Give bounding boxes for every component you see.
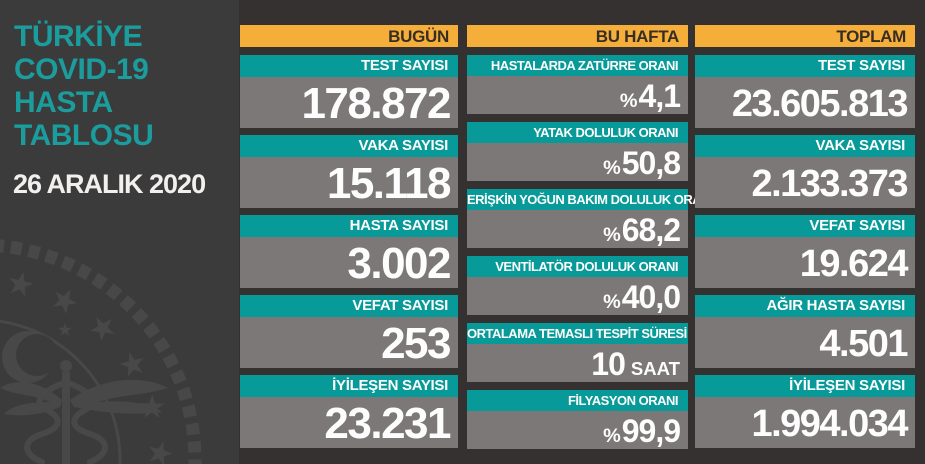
stat-label: VEFAT SAYISI bbox=[695, 215, 915, 237]
stat-value: 23.605.813 bbox=[695, 77, 915, 128]
title-line: HASTA bbox=[14, 86, 113, 119]
stat-label: TEST SAYISI bbox=[695, 55, 915, 77]
stat-block: İYİLEŞEN SAYISI 23.231 bbox=[240, 375, 458, 448]
value-number: 3.002 bbox=[347, 239, 451, 288]
stat-label: TEST SAYISI bbox=[240, 55, 458, 77]
stat-block: VAKA SAYISI 2.133.373 bbox=[695, 135, 915, 208]
column-this-week: BU HAFTA HASTALARDA ZATÜRRE ORANI %4,1 Y… bbox=[467, 25, 714, 457]
stat-block: YATAK DOLULUK ORANI %50,8 bbox=[467, 122, 688, 181]
value-number: 2.133.373 bbox=[751, 163, 908, 205]
stat-value: %68,2 bbox=[467, 210, 688, 248]
stat-label: VAKA SAYISI bbox=[695, 135, 915, 157]
value-number: 4.501 bbox=[819, 323, 908, 365]
stat-label: VAKA SAYISI bbox=[240, 135, 458, 157]
column-header-today: BUGÜN bbox=[240, 25, 458, 47]
stat-value: 23.231 bbox=[240, 397, 458, 448]
value-number: 4,1 bbox=[638, 78, 681, 114]
page-title: TÜRKİYE COVID-19 HASTA TABLOSU bbox=[14, 20, 154, 152]
title-line: TABLOSU bbox=[14, 119, 154, 152]
title-line: TÜRKİYE bbox=[14, 20, 143, 53]
value-number: 15.118 bbox=[326, 159, 452, 208]
stat-block: HASTA SAYISI 3.002 bbox=[240, 215, 458, 288]
stat-label: ERİŞKİN YOĞUN BAKIM DOLULUK ORANI bbox=[467, 189, 714, 210]
stat-label: İYİLEŞEN SAYISI bbox=[695, 375, 915, 397]
column-header-total: TOPLAM bbox=[695, 25, 915, 47]
stat-block: VAKA SAYISI 15.118 bbox=[240, 135, 458, 208]
stat-block: TEST SAYISI 23.605.813 bbox=[695, 55, 915, 128]
stat-block: TEST SAYISI 178.872 bbox=[240, 55, 458, 128]
value-number: 178.872 bbox=[301, 79, 451, 128]
value-number: 23.231 bbox=[324, 399, 451, 448]
stat-value: %50,8 bbox=[467, 143, 688, 181]
stat-block: VEFAT SAYISI 19.624 bbox=[695, 215, 915, 288]
stat-label: VENTİLATÖR DOLULUK ORANI bbox=[467, 256, 688, 277]
stat-value: 4.501 bbox=[695, 317, 915, 368]
column-today: BUGÜN TEST SAYISI 178.872 VAKA SAYISI 15… bbox=[240, 25, 458, 455]
column-header-this-week: BU HAFTA bbox=[467, 25, 688, 47]
stat-label: İYİLEŞEN SAYISI bbox=[240, 375, 458, 397]
value-number: 99,9 bbox=[621, 413, 681, 449]
stat-block: VENTİLATÖR DOLULUK ORANI %40,0 bbox=[467, 256, 688, 315]
stat-block: VEFAT SAYISI 253 bbox=[240, 295, 458, 368]
value-number: 23.605.813 bbox=[731, 83, 909, 125]
stat-value: %40,0 bbox=[467, 277, 688, 315]
stat-value: 3.002 bbox=[240, 237, 458, 288]
value-prefix: % bbox=[603, 425, 621, 447]
column-total: TOPLAM TEST SAYISI 23.605.813 VAKA SAYIS… bbox=[695, 25, 915, 455]
stat-block: İYİLEŞEN SAYISI 1.994.034 bbox=[695, 375, 915, 448]
stat-value: 10 SAAT bbox=[467, 344, 688, 382]
stat-value: 253 bbox=[240, 317, 458, 368]
stat-value: %99,9 bbox=[467, 411, 688, 449]
stat-label: VEFAT SAYISI bbox=[240, 295, 458, 317]
value-number: 1.994.034 bbox=[751, 403, 908, 445]
ministry-of-health-emblem-icon bbox=[0, 239, 202, 464]
value-number: 10 bbox=[591, 346, 626, 382]
stat-label: YATAK DOLULUK ORANI bbox=[467, 122, 688, 143]
stat-label: HASTALARDA ZATÜRRE ORANI bbox=[467, 55, 688, 76]
value-number: 253 bbox=[381, 319, 451, 368]
stat-value: 1.994.034 bbox=[695, 397, 915, 448]
stat-label: AĞIR HASTA SAYISI bbox=[695, 295, 915, 317]
stat-label: HASTA SAYISI bbox=[240, 215, 458, 237]
title-line: COVID-19 bbox=[14, 53, 149, 86]
value-prefix: % bbox=[619, 90, 638, 112]
report-date: 26 ARALIK 2020 bbox=[13, 169, 206, 199]
stat-value: 2.133.373 bbox=[695, 157, 915, 208]
stat-value: 19.624 bbox=[695, 237, 915, 288]
value-prefix: % bbox=[603, 291, 621, 313]
stat-block: ORTALAMA TEMASLI TESPİT SÜRESİ 10 SAAT bbox=[467, 323, 688, 382]
stat-value: %4,1 bbox=[467, 76, 688, 114]
value-number: 19.624 bbox=[799, 243, 909, 285]
value-prefix: % bbox=[603, 157, 621, 179]
value-number: 68,2 bbox=[621, 212, 681, 248]
stat-block: AĞIR HASTA SAYISI 4.501 bbox=[695, 295, 915, 368]
stat-label: ORTALAMA TEMASLI TESPİT SÜRESİ bbox=[467, 323, 688, 344]
value-number: 50,8 bbox=[621, 145, 681, 181]
stat-block: HASTALARDA ZATÜRRE ORANI %4,1 bbox=[467, 55, 688, 114]
value-prefix: % bbox=[603, 224, 621, 246]
sidebar: TÜRKİYE COVID-19 HASTA TABLOSU 26 ARALIK… bbox=[0, 0, 239, 464]
value-suffix: SAAT bbox=[630, 358, 680, 379]
stat-value: 15.118 bbox=[240, 157, 458, 208]
stat-label: FİLYASYON ORANI bbox=[467, 390, 688, 411]
stat-value: 178.872 bbox=[240, 77, 458, 128]
stat-block: ERİŞKİN YOĞUN BAKIM DOLULUK ORANI %68,2 bbox=[467, 189, 714, 248]
value-number: 40,0 bbox=[621, 279, 681, 315]
stat-block: FİLYASYON ORANI %99,9 bbox=[467, 390, 688, 449]
